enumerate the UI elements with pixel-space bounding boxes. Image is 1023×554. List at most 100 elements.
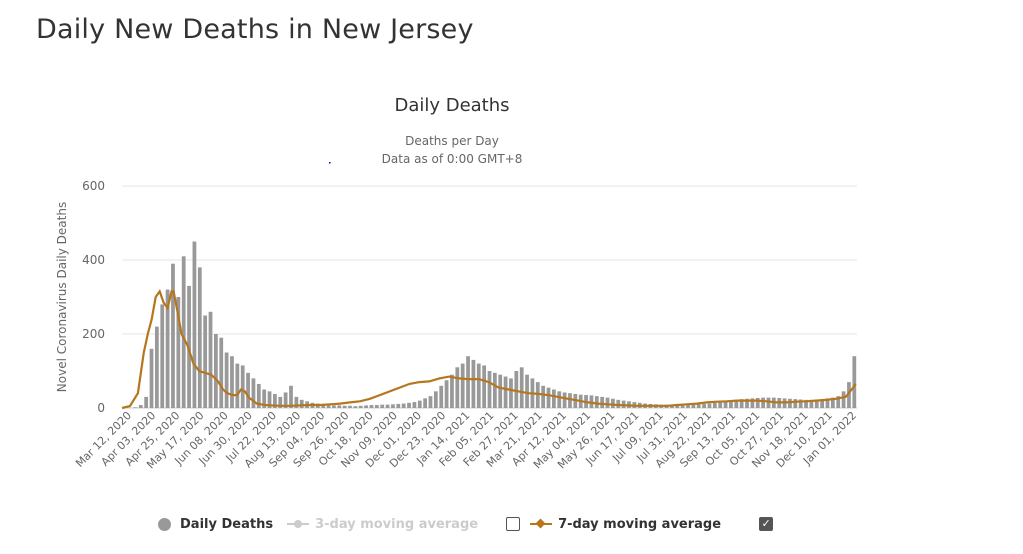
bar [852, 356, 857, 408]
bar [562, 392, 567, 408]
bar [718, 402, 723, 408]
bar [525, 374, 529, 408]
bar [165, 289, 170, 408]
bar [723, 401, 728, 408]
bar [482, 365, 487, 408]
bar [348, 405, 352, 408]
bar [503, 376, 508, 408]
bar [793, 399, 798, 408]
bar [412, 402, 417, 408]
bar [712, 402, 717, 408]
bar [278, 396, 283, 408]
bar [568, 393, 572, 408]
bar [836, 396, 841, 408]
bar [519, 367, 524, 408]
bar [825, 398, 830, 408]
bar [535, 382, 540, 408]
seven-day-average-line [121, 289, 857, 410]
bar [251, 378, 256, 408]
bar [154, 326, 159, 408]
stray-dot [329, 162, 331, 164]
chart-subtitle-2: Data as of 0:00 GMT+8 [382, 152, 523, 166]
bar [433, 391, 438, 408]
bar [181, 256, 186, 408]
bar [509, 378, 513, 408]
bar [460, 363, 465, 408]
legend-3-day-marker [287, 518, 310, 530]
bar [498, 374, 503, 408]
bar [428, 396, 433, 408]
bar [417, 400, 422, 408]
y-tick-label: 400 [82, 253, 105, 267]
bar [230, 356, 234, 408]
bar [444, 380, 449, 408]
bar [830, 397, 835, 408]
bar [396, 403, 401, 408]
bar [138, 405, 143, 408]
bar [235, 363, 240, 408]
bar [149, 348, 154, 408]
chart-title: Daily Deaths [394, 95, 509, 116]
bar [696, 404, 701, 408]
y-tick-label: 600 [82, 179, 105, 193]
bar [273, 393, 277, 408]
bar [256, 383, 261, 408]
bar [675, 405, 680, 408]
y-tick-label: 0 [97, 401, 105, 415]
bar [332, 405, 336, 408]
bar [471, 359, 476, 408]
bar [750, 398, 755, 408]
bar [476, 363, 481, 408]
legend-3-day-average[interactable]: 3-day moving average [287, 517, 478, 532]
bar [847, 382, 851, 408]
bar [197, 267, 202, 408]
legend-7-day-average[interactable]: 7-day moving average [530, 517, 721, 532]
bar [541, 385, 546, 408]
bar [820, 399, 825, 408]
bar [814, 399, 819, 408]
bar [321, 404, 326, 408]
legend-3-day-checkbox[interactable] [506, 517, 521, 531]
legend-7-day-marker [530, 518, 553, 530]
legend-daily-deaths-label: Daily Deaths [180, 516, 274, 532]
bar [450, 374, 454, 408]
bar [761, 397, 765, 408]
bar [557, 391, 562, 408]
y-axis-ticks: 0 200 400 600 [82, 179, 105, 415]
bar [358, 405, 363, 408]
bar [208, 311, 213, 408]
legend: Daily Deaths 3-day moving average 7-day … [158, 514, 774, 534]
legend-7-day-label: 7-day moving average [558, 516, 722, 532]
bar [492, 372, 497, 408]
bar [686, 405, 690, 408]
bar [364, 405, 368, 408]
legend-daily-deaths[interactable]: Daily Deaths [158, 517, 273, 532]
bar [702, 403, 706, 408]
bar [214, 334, 218, 408]
bar [552, 389, 556, 408]
bar [514, 371, 519, 408]
bar [487, 371, 492, 408]
bar [289, 385, 293, 408]
bar [594, 396, 599, 408]
bar [455, 367, 460, 408]
bar [804, 399, 808, 408]
bar [176, 297, 181, 408]
bar [745, 398, 749, 408]
bar [707, 403, 712, 408]
bar [192, 241, 197, 408]
bar [423, 398, 427, 408]
legend-7-day-checkbox[interactable]: ✓ [759, 517, 774, 531]
bar [171, 263, 175, 408]
y-tick-label: 200 [82, 327, 105, 341]
bar [294, 396, 299, 408]
bar [611, 398, 615, 408]
daily-deaths-bars [133, 241, 857, 408]
bar [729, 400, 733, 408]
bar [401, 403, 406, 408]
bar [841, 391, 846, 408]
bar [380, 404, 385, 408]
bar [605, 397, 610, 408]
